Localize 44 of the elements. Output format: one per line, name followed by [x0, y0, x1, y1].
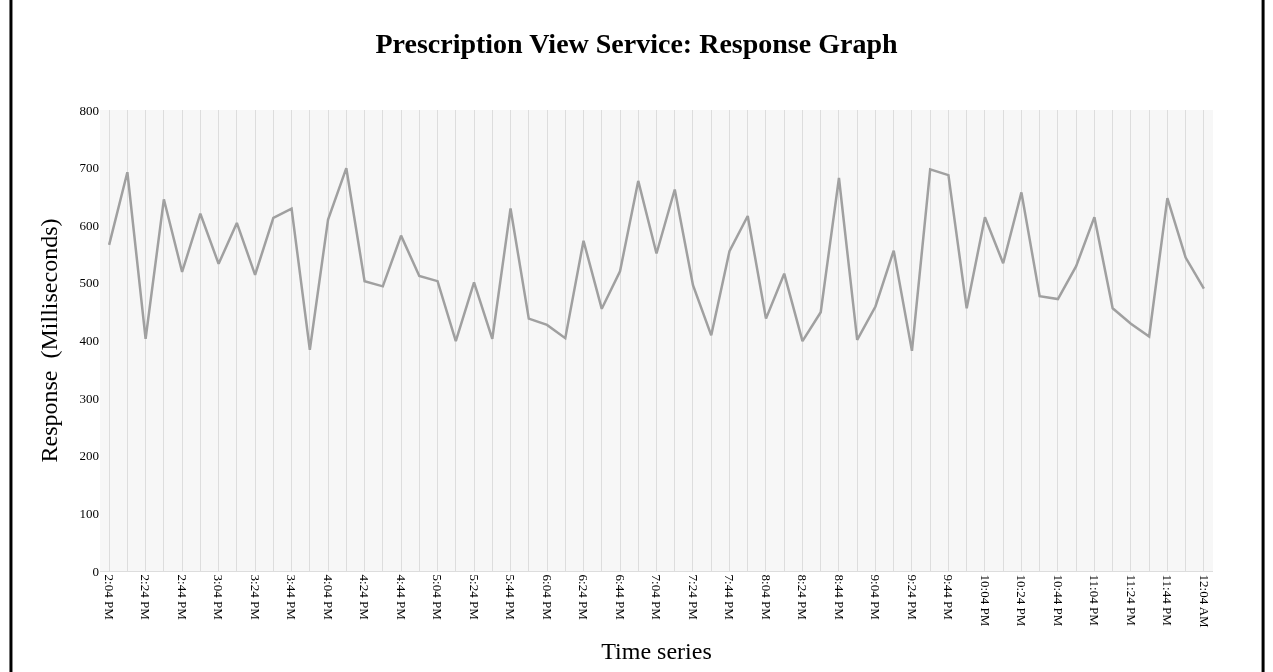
x-tick-label: 3:24 PM: [247, 574, 263, 621]
x-tick-label: 4:24 PM: [357, 574, 373, 621]
x-tick-label: 9:04 PM: [868, 574, 884, 621]
x-tick-label: 7:24 PM: [685, 574, 701, 621]
x-axis-title: Time series: [601, 638, 712, 665]
x-tick-label: 4:44 PM: [393, 574, 409, 621]
chart-title: Prescription View Service: Response Graph: [375, 28, 898, 60]
x-tick-label: 5:04 PM: [430, 574, 446, 621]
x-tick-label: 5:24 PM: [466, 574, 482, 621]
x-tick-label: 8:04 PM: [758, 574, 774, 621]
x-tick-label: 6:24 PM: [576, 574, 592, 621]
y-tick-label: 800: [79, 102, 99, 118]
x-tick-label: 3:44 PM: [284, 574, 300, 621]
x-tick-label: 12:04 AM: [1196, 574, 1212, 629]
x-tick-label: 2:04 PM: [101, 574, 117, 621]
x-tick-label: 7:04 PM: [649, 574, 665, 621]
x-tick-label: 6:44 PM: [612, 574, 628, 621]
x-tick-label: 11:44 PM: [1160, 574, 1176, 627]
y-tick-label: 500: [79, 275, 99, 291]
x-tick-label: 11:24 PM: [1123, 574, 1139, 627]
x-tick-label: 4:04 PM: [320, 574, 336, 621]
x-tick-label: 7:44 PM: [722, 574, 738, 621]
line-series: [107, 166, 1206, 353]
y-tick-label: 600: [79, 217, 99, 233]
x-tick-label: 10:24 PM: [1014, 574, 1030, 627]
x-tick-label: 10:04 PM: [977, 574, 993, 627]
x-tick-label: 8:44 PM: [831, 574, 847, 621]
y-tick-label: 100: [79, 505, 99, 521]
x-tick-label: 3:04 PM: [211, 574, 227, 621]
y-tick-label: 400: [79, 333, 99, 349]
y-tick-label: 700: [79, 160, 99, 176]
x-tick-label: 2:44 PM: [174, 574, 190, 621]
y-tick-label: 200: [79, 448, 99, 464]
x-tick-label: 8:24 PM: [795, 574, 811, 621]
x-tick-label: 11:04 PM: [1087, 574, 1103, 627]
x-tick-label: 10:44 PM: [1050, 574, 1066, 627]
x-tick-label: 6:04 PM: [539, 574, 555, 621]
x-tick-label: 5:44 PM: [503, 574, 519, 621]
x-tick-label: 2:24 PM: [138, 574, 154, 621]
x-tick-label: 9:24 PM: [904, 574, 920, 621]
x-tick-label: 9:44 PM: [941, 574, 957, 621]
y-tick-label: 0: [92, 563, 99, 579]
y-axis-title: Response (Milliseconds): [35, 218, 62, 463]
y-tick-label: 300: [79, 390, 99, 406]
